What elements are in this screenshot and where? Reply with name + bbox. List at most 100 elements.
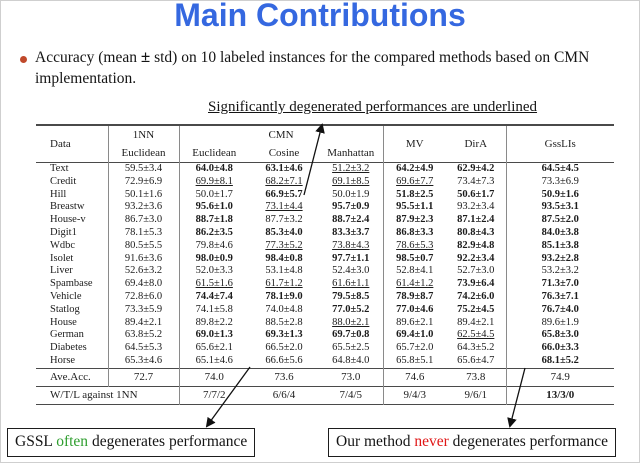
avg-cell: 73.6 [274,370,294,383]
accuracy-cell: 74.1±5.8 [195,303,233,315]
accuracy-cell: 78.9±8.7 [396,290,434,302]
accuracy-cell: 65.8±3.0 [541,329,579,341]
accuracy-cell: 87.7±3.2 [265,214,303,226]
accuracy-cell: 62.9±4.2 [446,162,507,176]
accuracy-cell: 53.2±3.2 [541,265,579,277]
accuracy-cell: 61.4±1.2 [396,278,434,290]
accuracy-cell: 50.0±1.7 [195,188,233,200]
dataset-name-cell: Spambase [36,278,109,291]
dataset-name-cell: Horse [36,354,109,369]
table-row: Vehicle 72.8±6.0 74.4±7.4 78.1±9.0 79.5±8.5 7… [36,290,614,304]
wtl-cell: 9/6/1 [446,386,507,405]
col-header-mv: MV [405,138,424,150]
wtl-cell-best: 13/3/0 [546,388,575,401]
accuracy-cell: 50.9±1.6 [541,188,579,200]
table-row: Breastw 93.2±3.6 95.6±1.0 73.1±4.4 95.7±0.9 9… [36,201,614,215]
win-tie-loss-row: W/T/L against 1NN 7/7/2 6/6/4 7/4/5 9/4/… [36,386,614,405]
accuracy-cell: 65.1±4.6 [195,354,233,366]
accuracy-cell: 64.3±5.2 [446,342,507,355]
accuracy-cell: 89.6±1.9 [541,316,579,328]
accuracy-cell: 64.2±4.9 [396,163,434,174]
accuracy-cell: 69.0±1.3 [195,329,233,341]
avg-label: Ave.Acc. [36,368,109,387]
table-row: Hill 50.1±1.6 50.0±1.7 66.9±5.7 50.0±1.9 51.8… [36,188,614,202]
dataset-name-cell: Statlog [36,303,109,317]
col-header-data: Data [36,125,109,163]
results-table: Data 1NN Euclidean CMN MV DirA GssLIs Eu… [36,124,614,405]
accuracy-cell: 65.6±2.1 [195,342,233,354]
accuracy-cell: 78.1±5.3 [108,226,180,240]
col-group-header-cmn: CMN [179,125,384,144]
accuracy-cell: 95.5±1.1 [396,201,434,213]
accuracy-cell: 61.6±1.1 [319,278,384,291]
table-row: Statlog 73.3±5.9 74.1±5.8 74.0±4.8 77.0±5.2 7… [36,303,614,317]
table-header: Data 1NN Euclidean CMN MV DirA GssLIs Eu… [36,125,614,163]
dataset-name-cell: House [36,316,109,330]
accuracy-cell: 74.0±4.8 [265,303,303,315]
accuracy-cell: 87.9±2.3 [396,214,434,226]
accuracy-cell: 87.1±2.4 [446,214,507,227]
col-header-1nn: 1NN Euclidean [108,125,180,163]
plus-minus-symbol: ± [140,47,151,66]
accuracy-cell: 65.8±5.1 [396,354,434,366]
accuracy-cell: 66.0±3.3 [541,342,579,354]
accuracy-cell: 85.3±4.0 [265,226,303,238]
table-row: Digit1 78.1±5.3 86.2±3.5 85.3±4.0 83.3±3.7 86… [36,226,614,240]
col-header-cmn-cosine: Cosine [268,147,300,159]
accuracy-cell: 79.5±8.5 [319,290,384,304]
accuracy-cell: 97.7±1.1 [319,252,384,266]
accuracy-cell: 51.2±3.2 [319,162,384,176]
accuracy-cell: 61.7±1.2 [265,278,303,290]
accuracy-cell: 75.2±4.5 [446,303,507,317]
gssl-callout-pre: GSSL [15,433,57,450]
dataset-name-cell: German [36,329,109,343]
dataset-name-cell: House-v [36,214,109,227]
accuracy-cell: 73.8±4.3 [319,239,384,253]
wtl-cell: 6/6/4 [272,388,296,401]
accuracy-cell: 50.6±1.7 [446,188,507,202]
wtl-cell: 9/4/3 [403,388,427,401]
accuracy-cell: 66.9±5.7 [265,188,303,200]
table-row: Isolet 91.6±3.6 98.0±0.9 98.4±0.8 97.7±1.1 98… [36,252,614,266]
avg-cell: 72.7 [108,368,180,387]
accuracy-cell: 73.1±4.4 [265,201,303,213]
accuracy-cell: 88.0±2.1 [319,316,384,330]
col-header-dira: DirA [446,125,507,163]
accuracy-cell: 74.2±6.0 [446,290,507,304]
accuracy-cell: 52.4±3.0 [319,265,384,279]
col-header-1nn-line1: 1NN [132,129,155,141]
accuracy-cell: 68.2±7.1 [265,175,303,187]
accuracy-cell: 52.6±3.2 [108,265,180,279]
dataset-name-cell: Credit [36,175,109,189]
accuracy-cell: 64.5±5.3 [108,342,180,355]
accuracy-cell: 84.0±3.8 [541,226,579,238]
table-row: Horse 65.3±4.6 65.1±4.6 66.6±5.6 64.8±4.0 65.… [36,354,614,369]
accuracy-cell: 86.7±3.0 [108,214,180,227]
accuracy-cell: 50.0±1.9 [319,188,384,202]
table-summary: Ave.Acc. 72.7 74.0 73.6 73.0 74.6 73.8 7… [36,368,614,405]
dataset-name-cell: Wdbc [36,239,109,253]
accuracy-cell: 73.3±5.9 [108,303,180,317]
accuracy-cell: 69.6±7.7 [396,175,434,187]
our-method-callout-pre: Our method [336,433,415,450]
accuracy-cell: 89.6±2.1 [396,316,434,328]
accuracy-cell: 65.6±4.7 [446,354,507,369]
wtl-cell: 7/7/2 [202,388,226,401]
dataset-name-cell: Vehicle [36,290,109,304]
accuracy-cell: 59.5±3.4 [108,162,180,176]
table-row: Text 59.5±3.4 64.0±4.8 63.1±4.6 51.2±3.2 64.2… [36,162,614,176]
slide-title: Main Contributions [174,0,466,33]
accuracy-cell: 92.2±3.4 [446,252,507,266]
accuracy-cell: 86.8±3.3 [396,226,434,238]
accuracy-cell: 73.3±6.9 [541,175,579,187]
avg-cell: 73.0 [319,368,384,387]
accuracy-cell: 89.4±2.1 [108,316,180,330]
accuracy-cell: 91.6±3.6 [108,252,180,266]
accuracy-cell: 52.8±4.1 [396,265,434,277]
table-row: Liver 52.6±3.2 52.0±3.3 53.1±4.8 52.4±3.0 52.… [36,265,614,279]
accuracy-cell: 76.3±7.1 [541,290,579,302]
accuracy-cell: 86.2±3.5 [195,226,233,238]
accuracy-cell: 93.5±3.1 [541,201,579,213]
dataset-name-cell: Liver [36,265,109,279]
accuracy-cell: 73.4±7.3 [446,175,507,189]
